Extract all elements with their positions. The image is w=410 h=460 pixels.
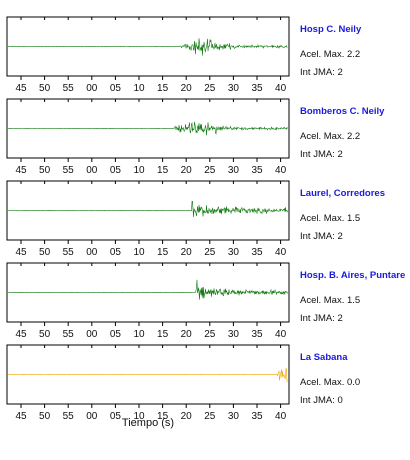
x-tick-label: 45 xyxy=(15,329,27,340)
waveform-line xyxy=(7,121,288,136)
x-tick-label: 25 xyxy=(204,247,216,258)
x-tick-label: 35 xyxy=(251,165,263,176)
int-jma-label: Int JMA: 2 xyxy=(300,313,343,324)
station-panel: 45 50 55 00 05 10 15 20 25 30 35 40 Bomberos C. Neil… xyxy=(6,98,385,176)
x-tick-label: 50 xyxy=(39,411,51,422)
station-panel: 45 50 55 00 05 10 15 20 25 30 35 40 Hosp. B. Aires, … xyxy=(6,262,405,340)
accel-max-label: Acel. Max. 1.5 xyxy=(300,213,360,224)
station-name: Laurel, Corredores xyxy=(300,188,385,199)
station-name: Hosp. B. Aires, Puntare xyxy=(300,270,405,281)
x-tick-label: 00 xyxy=(86,247,98,258)
x-tick-label: 45 xyxy=(15,411,27,422)
x-tick-label: 35 xyxy=(251,247,263,258)
x-tick-label: 50 xyxy=(39,329,51,340)
x-tick-label: 20 xyxy=(181,329,193,340)
panel-frame xyxy=(6,98,290,159)
x-tick-label: 30 xyxy=(228,165,240,176)
station-name: Bomberos C. Neily xyxy=(300,106,385,117)
x-tick-label: 50 xyxy=(39,83,51,94)
accel-max-label: Acel. Max. 2.2 xyxy=(300,49,360,60)
station-panel: 45 50 55 00 05 10 15 20 25 30 35 40 Laurel, Corredor… xyxy=(6,180,385,258)
x-tick-label: 05 xyxy=(110,247,122,258)
panel-frame xyxy=(6,180,290,241)
x-tick-label: 25 xyxy=(204,329,216,340)
x-tick-label: 55 xyxy=(63,247,75,258)
x-tick-label: 45 xyxy=(15,247,27,258)
int-jma-label: Int JMA: 0 xyxy=(300,395,343,406)
x-tick-label: 00 xyxy=(86,165,98,176)
int-jma-label: Int JMA: 2 xyxy=(300,67,343,78)
waveform-line xyxy=(7,200,288,218)
panel-frame xyxy=(6,16,290,77)
station-name: Hosp C. Neily xyxy=(300,24,362,35)
x-tick-label: 00 xyxy=(86,411,98,422)
x-tick-label: 35 xyxy=(251,329,263,340)
x-tick-label: 00 xyxy=(86,83,98,94)
x-tick-label: 30 xyxy=(228,247,240,258)
x-tick-label: 35 xyxy=(251,411,263,422)
x-tick-label: 00 xyxy=(86,329,98,340)
int-jma-label: Int JMA: 2 xyxy=(300,149,343,160)
x-axis-label: Tiempo (s) xyxy=(122,417,174,429)
int-jma-label: Int JMA: 2 xyxy=(300,231,343,242)
x-tick-label: 05 xyxy=(110,411,122,422)
x-tick-label: 40 xyxy=(275,329,287,340)
x-tick-label: 55 xyxy=(63,165,75,176)
x-tick-label: 45 xyxy=(15,165,27,176)
accel-max-label: Acel. Max. 2.2 xyxy=(300,131,360,142)
x-tick-label: 10 xyxy=(133,165,145,176)
station-panel: 45 50 55 00 05 10 15 20 25 30 35 40 La Sabana Acel. M… xyxy=(6,344,360,422)
x-tick-label: 10 xyxy=(133,329,145,340)
x-tick-label: 20 xyxy=(181,411,193,422)
x-tick-label: 15 xyxy=(157,329,169,340)
x-tick-label: 50 xyxy=(39,247,51,258)
x-tick-label: 10 xyxy=(133,247,145,258)
x-tick-label: 20 xyxy=(181,165,193,176)
x-tick-label: 55 xyxy=(63,329,75,340)
x-tick-label: 05 xyxy=(110,165,122,176)
x-tick-label: 10 xyxy=(133,411,145,422)
x-tick-label: 05 xyxy=(110,329,122,340)
x-tick-label: 40 xyxy=(275,165,287,176)
waveform-line xyxy=(7,279,288,300)
x-tick-label: 35 xyxy=(251,83,263,94)
x-tick-label: 20 xyxy=(181,83,193,94)
x-tick-label: 45 xyxy=(15,83,27,94)
panel-frame xyxy=(6,344,290,405)
x-tick-label: 30 xyxy=(228,411,240,422)
x-tick-label: 15 xyxy=(157,247,169,258)
x-tick-label: 40 xyxy=(275,83,287,94)
accel-max-label: Acel. Max. 1.5 xyxy=(300,295,360,306)
x-tick-label: 55 xyxy=(63,411,75,422)
x-tick-label: 30 xyxy=(228,83,240,94)
station-panel: 45 50 55 00 05 10 15 20 25 30 35 40 Hosp C. Neily Ace… xyxy=(6,16,362,94)
x-tick-label: 30 xyxy=(228,329,240,340)
x-tick-label: 10 xyxy=(133,83,145,94)
panels-layer: 45 50 55 00 05 10 15 20 25 30 35 40 Hosp C. Neily Ace… xyxy=(6,16,405,422)
x-tick-label: 05 xyxy=(110,83,122,94)
station-name: La Sabana xyxy=(300,352,348,363)
x-tick-label: 15 xyxy=(157,165,169,176)
x-tick-label: 50 xyxy=(39,165,51,176)
x-tick-label: 20 xyxy=(181,247,193,258)
waveform-line xyxy=(7,368,288,383)
waveform-line xyxy=(7,38,288,56)
accel-max-label: Acel. Max. 0.0 xyxy=(300,377,360,388)
x-tick-label: 15 xyxy=(157,83,169,94)
x-tick-label: 25 xyxy=(204,411,216,422)
x-tick-label: 55 xyxy=(63,83,75,94)
x-tick-label: 40 xyxy=(275,247,287,258)
x-tick-label: 15 xyxy=(157,411,169,422)
x-tick-label: 40 xyxy=(275,411,287,422)
x-tick-label: 25 xyxy=(204,165,216,176)
x-tick-label: 25 xyxy=(204,83,216,94)
panel-frame xyxy=(6,262,290,323)
